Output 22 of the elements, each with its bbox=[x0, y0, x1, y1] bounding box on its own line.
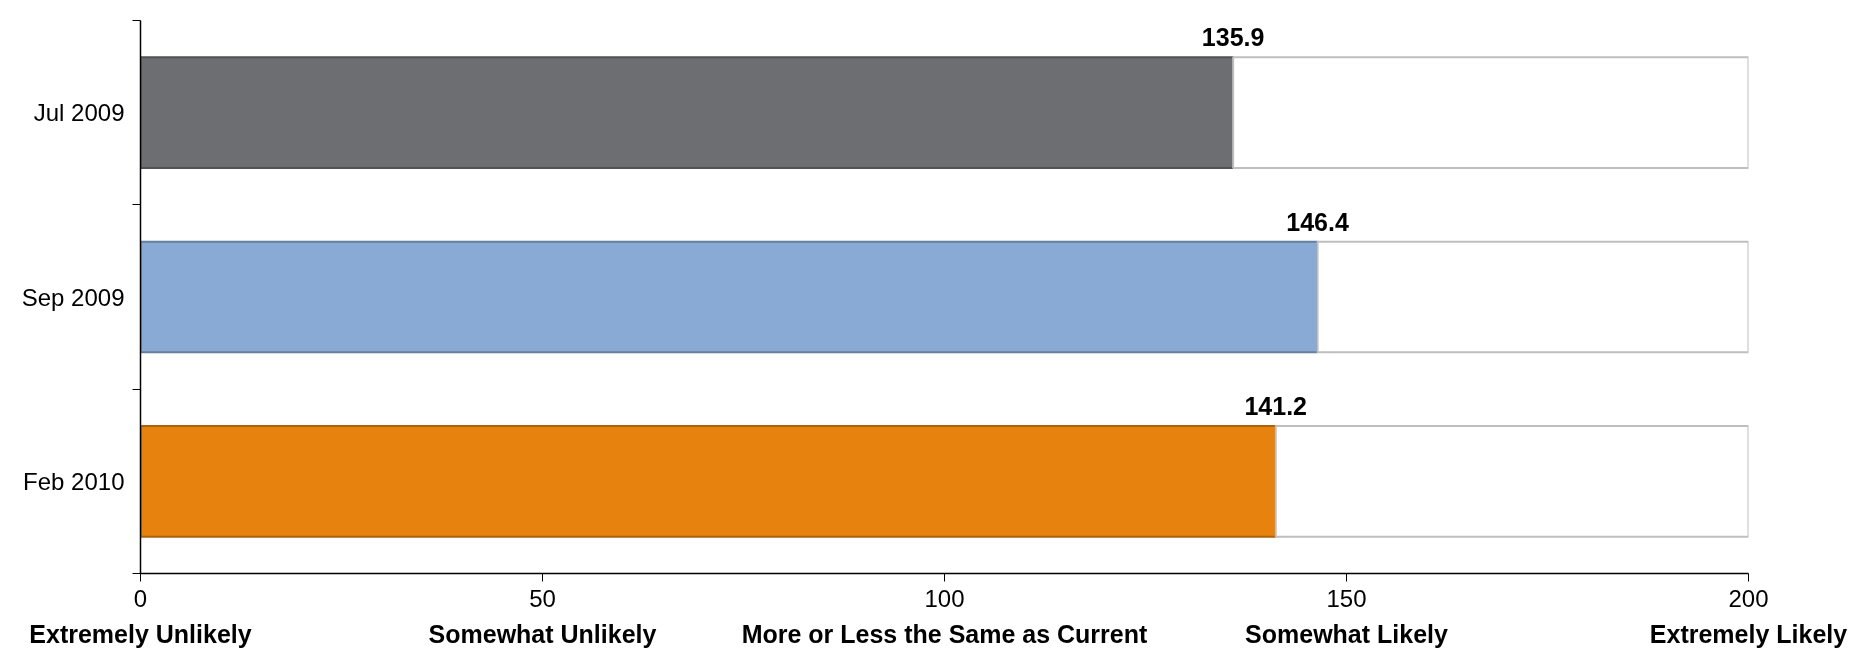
x-tick-label: 150 bbox=[1326, 584, 1367, 612]
text: Extremely Unlikely bbox=[29, 619, 252, 648]
bar bbox=[1232, 56, 1749, 169]
text: More or Less the Same as Current bbox=[741, 619, 1149, 648]
text: Somewhat Likely bbox=[1245, 619, 1449, 648]
bar bbox=[140, 240, 1319, 354]
text: Somewhat Unlikely bbox=[428, 619, 657, 648]
bar bbox=[1274, 425, 1749, 538]
x-tick-label: 100 bbox=[924, 584, 965, 612]
x-tick-label: 50 bbox=[529, 584, 556, 612]
data-label: 135.9 bbox=[1201, 23, 1265, 52]
x-tick-label: 200 bbox=[1728, 584, 1769, 612]
x-tick-label: 0 bbox=[133, 584, 148, 612]
bar bbox=[1316, 240, 1749, 354]
y-tick-label: Feb 2010 bbox=[23, 467, 125, 495]
data-label: 141.2 bbox=[1244, 391, 1308, 420]
bar bbox=[140, 56, 1235, 169]
y-tick-label: Jul 2009 bbox=[33, 99, 125, 127]
text: Extremely Likely bbox=[1649, 619, 1848, 648]
data-label: 146.4 bbox=[1286, 207, 1349, 236]
bar bbox=[140, 425, 1277, 538]
y-tick-label: Sep 2009 bbox=[21, 283, 125, 311]
